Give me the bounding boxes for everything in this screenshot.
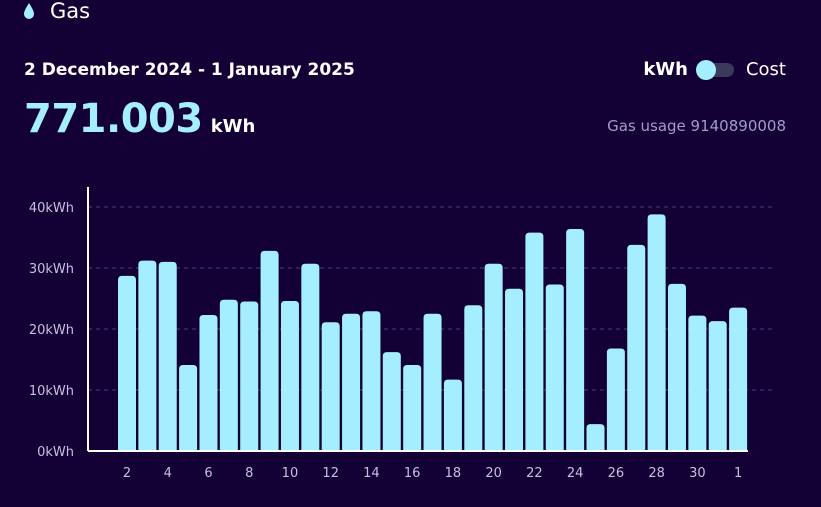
bar-day-12[interactable] [321,322,340,451]
x-tick-label: 30 [689,466,706,481]
bar-day-18[interactable] [443,379,462,451]
header: Gas [20,0,90,28]
bar-day-23[interactable] [545,284,564,451]
y-tick-label: 0kWh [37,445,74,460]
bar-day-11[interactable] [301,263,320,451]
bar-day-10[interactable] [280,300,299,451]
bar-day-14[interactable] [362,311,381,451]
x-tick-label: 12 [322,466,339,481]
gas-drop-icon [24,3,34,19]
bar-day-17[interactable] [423,313,442,451]
date-range[interactable]: 2 December 2024 - 1 January 2025 [24,60,355,80]
x-tick-label: 4 [164,466,172,481]
meter-label: Gas usage 9140890008 [607,117,786,135]
bar-day-31[interactable] [708,321,727,451]
x-tick-label: 20 [485,466,502,481]
total-value: 771.003 [24,96,203,142]
bar-day-27[interactable] [627,244,646,451]
bar-day-22[interactable] [525,232,544,451]
toggle-knob[interactable] [695,59,716,80]
x-tick-label: 28 [648,466,665,481]
unit-toggle-group: kWh Cost [643,59,786,80]
total-unit: kWh [210,116,256,137]
y-tick-label: 40kWh [29,201,74,216]
toggle-label-kwh[interactable]: kWh [643,59,688,80]
x-tick-label: 8 [245,466,253,481]
page-title: Gas [50,0,91,23]
bar-day-7[interactable] [219,299,238,451]
bar-day-30[interactable] [688,315,707,451]
bar-day-19[interactable] [464,305,483,451]
bar-day-1[interactable] [729,307,748,451]
x-tick-label: 1 [734,466,742,481]
bar-day-8[interactable] [240,301,259,451]
bar-day-26[interactable] [606,348,625,451]
x-tick-label: 10 [282,466,299,481]
total-usage: 771.003 kWh [24,96,255,142]
x-tick-label: 18 [445,466,462,481]
x-tick-label: 26 [608,466,625,481]
bar-day-6[interactable] [199,314,218,451]
x-tick-label: 24 [567,466,584,481]
x-tick-label: 22 [526,466,543,481]
x-tick-label: 16 [404,466,421,481]
bar-day-3[interactable] [138,260,157,451]
x-tick-label: 14 [363,466,380,481]
bar-day-2[interactable] [118,275,136,451]
bar-day-24[interactable] [566,228,585,451]
toggle-label-cost[interactable]: Cost [745,59,786,80]
y-tick-label: 30kWh [29,262,74,277]
bar-day-25[interactable] [586,424,605,451]
bar-day-16[interactable] [403,364,422,451]
bar-day-5[interactable] [179,364,198,451]
bar-day-29[interactable] [667,283,686,451]
bar-day-13[interactable] [342,313,361,451]
bar-day-21[interactable] [505,288,524,451]
bar-day-9[interactable] [260,250,279,451]
bar-day-15[interactable] [382,352,401,451]
bar-day-20[interactable] [484,263,503,451]
y-tick-label: 20kWh [29,323,74,338]
x-tick-label: 2 [123,466,131,481]
unit-toggle-switch[interactable] [695,59,734,80]
x-tick-label: 6 [204,466,212,481]
bar-day-28[interactable] [647,214,666,451]
y-tick-label: 10kWh [29,384,74,399]
bar-day-4[interactable] [158,261,177,451]
